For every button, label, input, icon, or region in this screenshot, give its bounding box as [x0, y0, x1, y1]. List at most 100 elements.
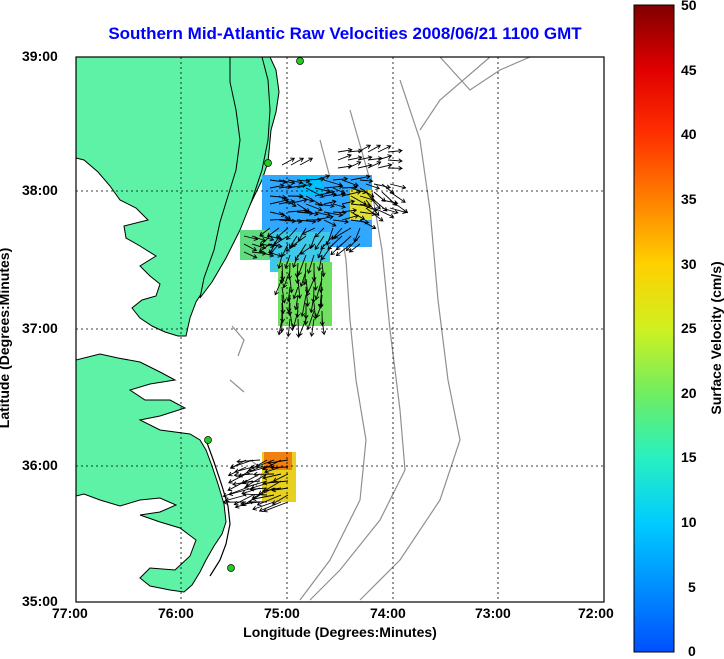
- velocity-arrow: [259, 235, 275, 242]
- colorbar-tick: 40: [681, 126, 697, 142]
- velocity-arrow: [347, 161, 362, 169]
- velocity-arrow: [314, 235, 325, 251]
- velocity-arrow: [305, 217, 322, 223]
- velocity-arrow: [327, 235, 343, 250]
- velocity-arrow: [258, 501, 282, 513]
- velocity-arrow: [309, 318, 315, 337]
- velocity-arrow: [287, 183, 307, 189]
- velocity-arrow: [321, 318, 327, 336]
- colorbar-tick: 35: [681, 191, 697, 207]
- velocity-arrow: [317, 243, 325, 259]
- velocity-arrow: [296, 182, 313, 189]
- velocity-arrow: [290, 157, 305, 166]
- velocity-arrow: [335, 235, 352, 251]
- velocity-arrow: [274, 278, 283, 296]
- colorbar-tick: 10: [681, 514, 697, 530]
- velocity-arrow: [305, 195, 324, 207]
- velocity-arrow: [252, 501, 275, 511]
- velocity-arrow: [277, 254, 283, 270]
- velocity-arrow: [299, 243, 316, 255]
- grid-lines: [76, 57, 604, 602]
- velocity-arrow: [243, 243, 258, 252]
- velocity-arrow: [261, 487, 282, 493]
- delmarva-peninsula: [199, 57, 271, 299]
- velocity-arrow: [222, 487, 247, 498]
- velocity-arrow: [286, 318, 291, 338]
- velocity-arrow: [267, 251, 283, 258]
- velocity-arrow: [233, 494, 254, 506]
- velocity-arrow: [298, 318, 307, 337]
- velocity-arrow: [359, 178, 374, 184]
- velocity-arrow: [377, 163, 393, 169]
- velocity-arrow: [337, 153, 352, 161]
- x-tick: 73:00: [475, 605, 511, 621]
- velocity-arrow: [287, 302, 293, 317]
- velocity-arrow: [347, 155, 363, 161]
- velocity-arrow: [387, 148, 403, 154]
- velocity-arrow: [251, 235, 266, 242]
- velocity-arrow: [341, 208, 358, 213]
- outer-banks: [205, 439, 231, 577]
- velocity-arrow: [332, 219, 350, 225]
- colorbar-tick: 0: [688, 643, 696, 659]
- velocity-arrow: [357, 155, 373, 161]
- velocity-arrow: [228, 487, 254, 496]
- velocity-arrow: [387, 165, 403, 171]
- velocity-arrow: [300, 294, 307, 318]
- velocity-arrow: [314, 174, 331, 181]
- velocity-arrow: [335, 243, 352, 257]
- velocity-arrow: [323, 184, 344, 190]
- velocity-arrow: [242, 491, 268, 497]
- velocity-arrow: [357, 144, 372, 153]
- velocity-arrow: [269, 183, 285, 189]
- velocity-arrow: [314, 203, 335, 209]
- velocity-arrow: [381, 207, 399, 215]
- velocity-arrow: [258, 480, 282, 495]
- velocity-arrow: [389, 191, 406, 203]
- velocity-arrow: [251, 243, 267, 250]
- velocity-arrow: [256, 494, 282, 506]
- velocity-arrow: [365, 183, 381, 190]
- x-tick: 76:00: [158, 605, 194, 621]
- velocity-arrow: [387, 158, 403, 164]
- bathymetry-contours: [229, 57, 531, 601]
- velocity-arrow: [323, 219, 337, 227]
- x-tick: 74:00: [370, 605, 406, 621]
- velocity-arrow: [236, 459, 261, 464]
- velocity-arrow: [332, 210, 347, 216]
- velocity-arrow: [271, 487, 289, 493]
- velocity-arrow: [242, 479, 261, 485]
- y-tick: 35:00: [22, 593, 58, 609]
- velocity-arrow: [297, 254, 307, 276]
- velocity-arrow: [350, 174, 371, 181]
- velocity-arrow: [251, 494, 275, 502]
- velocity-arrow: [270, 465, 289, 470]
- velocity-arrow: [323, 211, 344, 218]
- x-tick: 72:00: [578, 605, 614, 621]
- velocity-arrow: [278, 179, 296, 185]
- velocity-arrow: [281, 157, 296, 166]
- velocity-arrow: [228, 473, 247, 484]
- velocity-arrow: [292, 254, 299, 268]
- x-axis-label: Longitude (Degrees:Minutes): [243, 624, 437, 640]
- velocity-arrow: [317, 254, 323, 272]
- velocity-arrow: [341, 199, 356, 205]
- y-tick: 37:00: [22, 320, 58, 336]
- velocity-arrow: [337, 163, 353, 169]
- colorbar-tick: 50: [681, 0, 697, 13]
- velocity-arrow: [333, 227, 352, 239]
- velocity-arrow: [299, 270, 307, 288]
- velocity-arrow: [314, 278, 323, 301]
- velocity-arrow: [259, 227, 271, 237]
- velocity-arrow: [278, 195, 297, 207]
- velocity-arrow: [287, 179, 304, 185]
- velocity-arrow: [267, 243, 283, 249]
- velocity-arrow: [299, 157, 314, 166]
- velocity-arrow: [306, 254, 315, 275]
- velocity-arrow: [252, 471, 275, 477]
- velocity-arrow: [267, 459, 289, 466]
- velocity-arrow: [314, 214, 334, 221]
- velocity-arrow: [345, 235, 361, 252]
- velocity-arrow: [365, 207, 384, 222]
